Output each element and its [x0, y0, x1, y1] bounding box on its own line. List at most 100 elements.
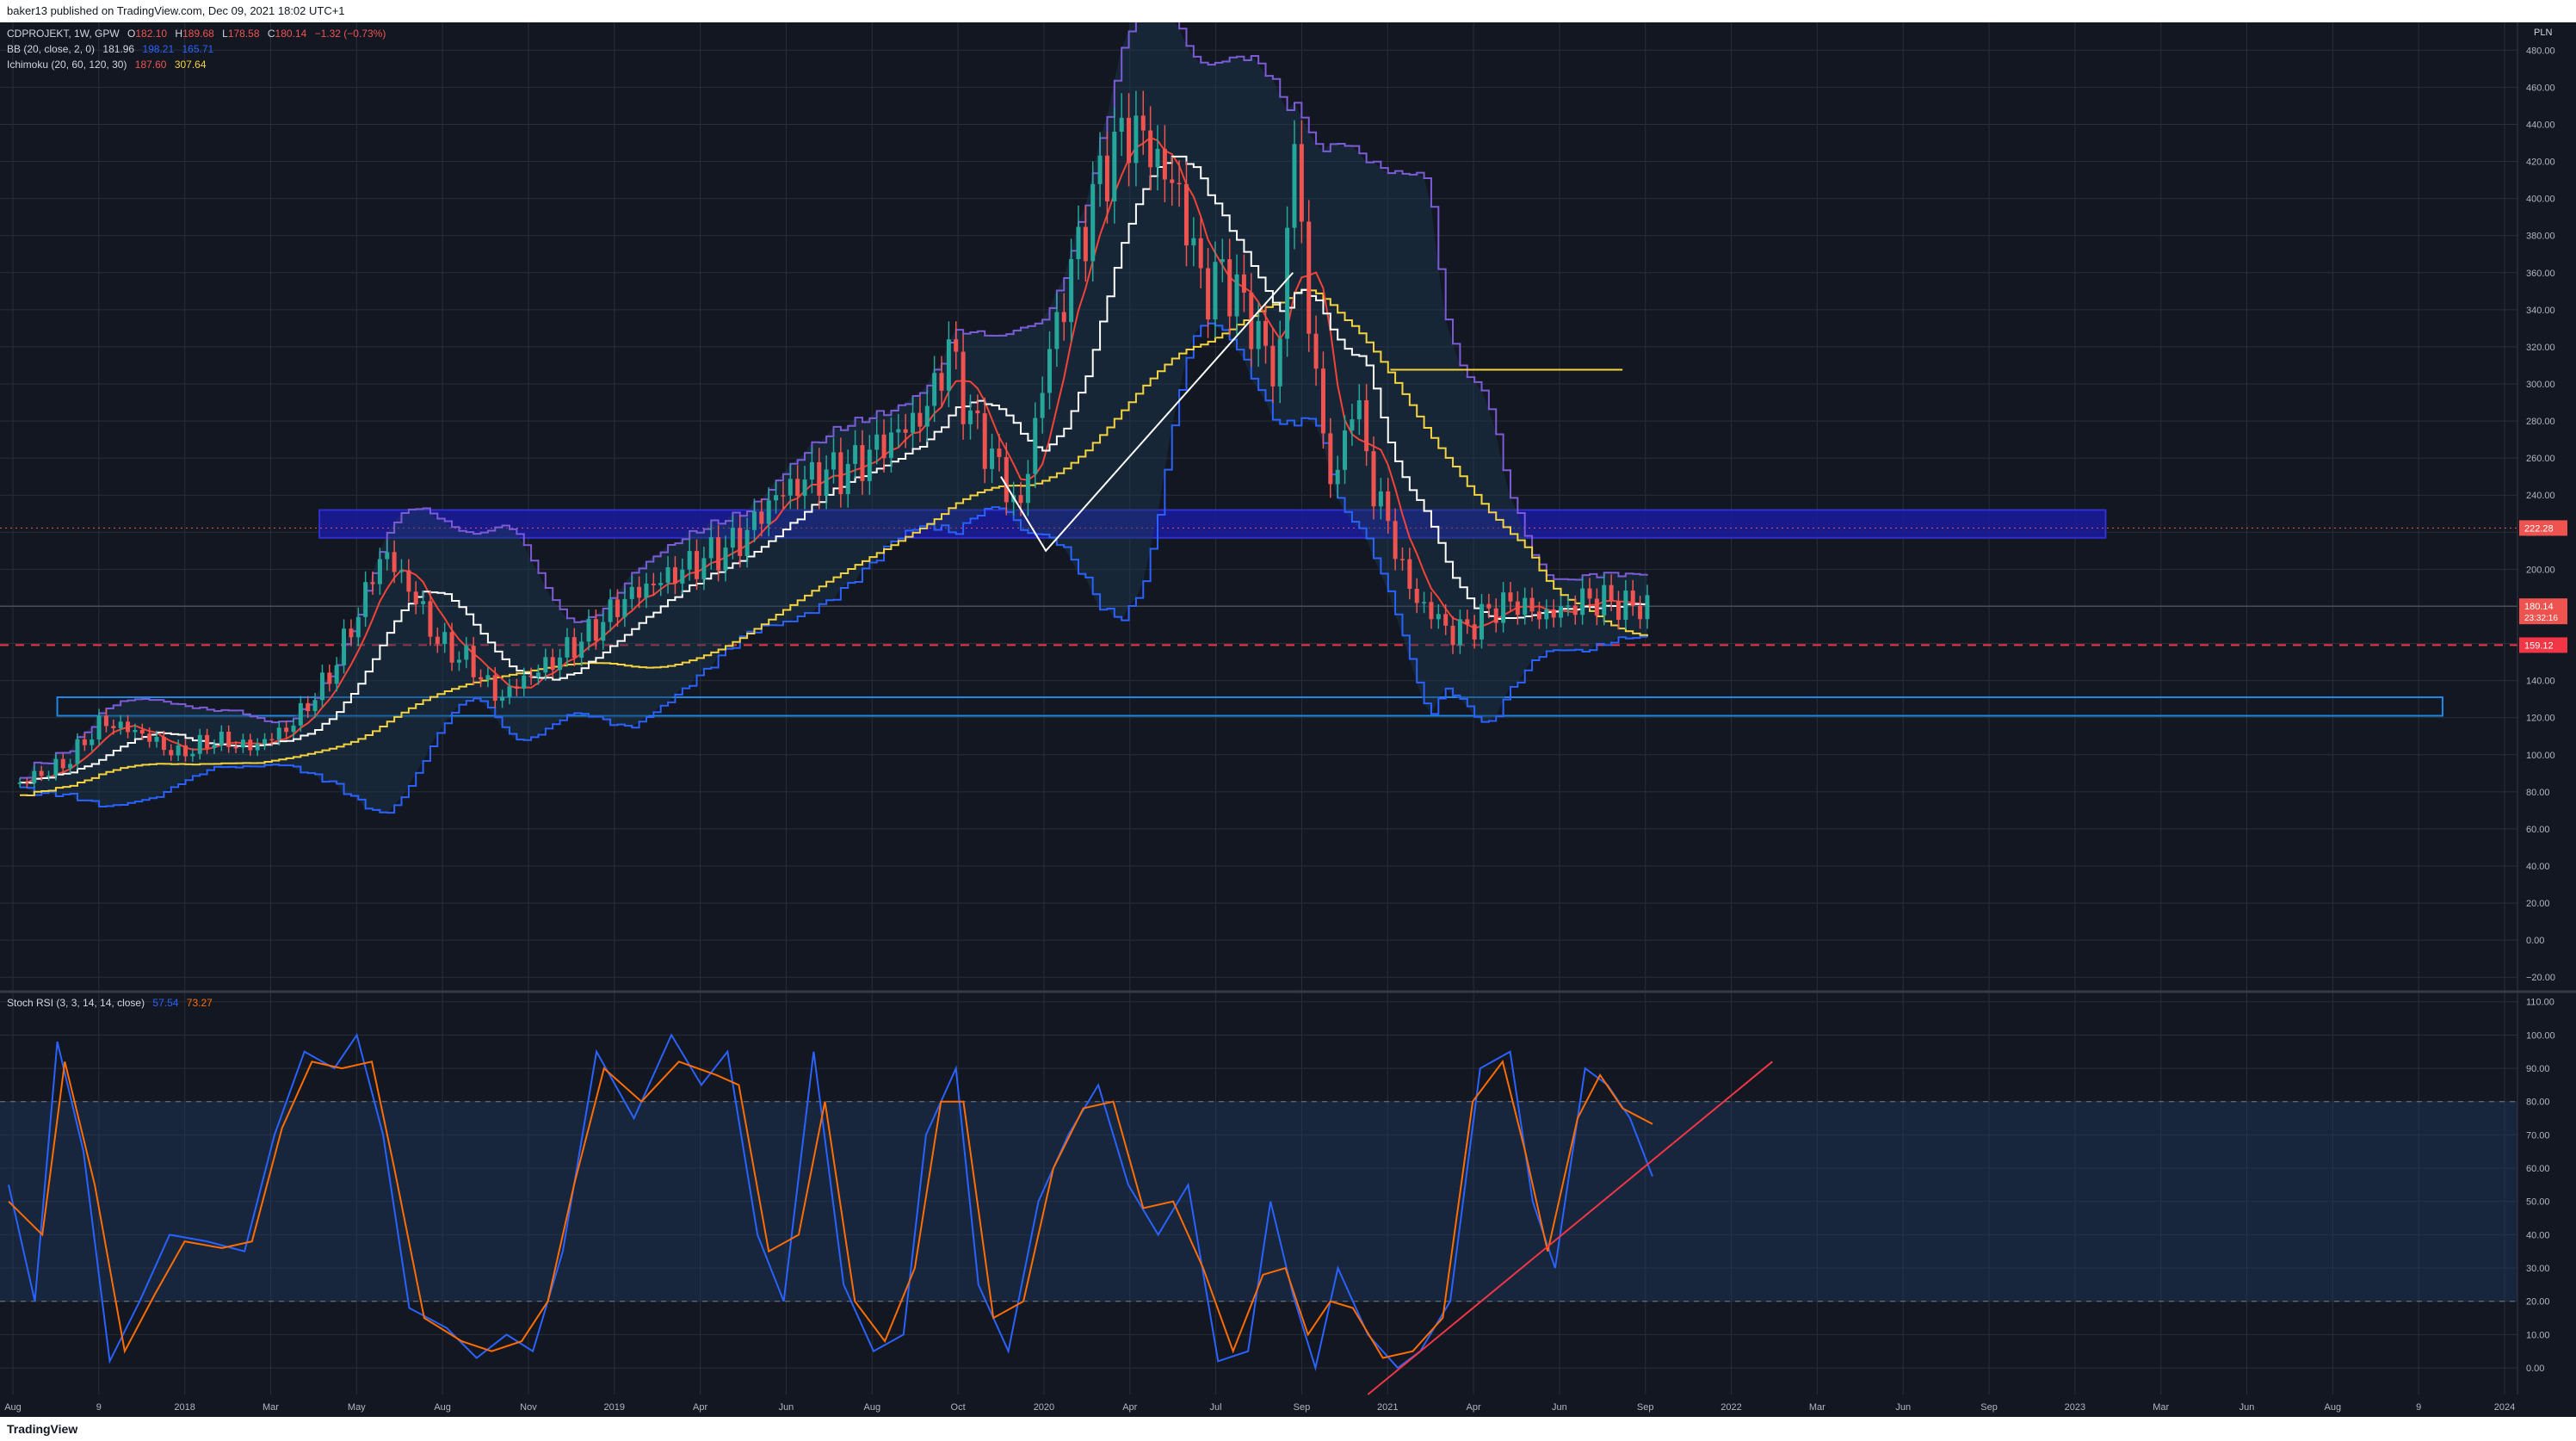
candle-body [456, 659, 461, 663]
candle-body [1234, 274, 1239, 317]
candle-body [421, 601, 426, 604]
candle-body [1335, 469, 1340, 485]
main-legend: CDPROJEKT, 1W, GPW O182.10 H189.68 L178.… [7, 28, 386, 40]
candle-body [176, 745, 181, 756]
price-label-top-bg [2519, 520, 2567, 536]
candle-body [1386, 491, 1391, 522]
candle-body [1399, 559, 1405, 560]
candle-body [522, 675, 527, 690]
time-tick-label: Jun [2239, 1402, 2255, 1413]
candle-body [939, 373, 944, 391]
candle-body [695, 551, 700, 579]
price-tick-label: 300.00 [2526, 380, 2555, 390]
price-axis: 480.00 460.00 440.00 420.00 400.00 380.00 360.… [2517, 22, 2567, 1395]
publisher-header: baker13 published on TradingView.com, De… [0, 0, 2576, 22]
drawings [1000, 272, 1623, 553]
candle-body [708, 537, 713, 559]
time-tick-label: 2021 [1377, 1402, 1398, 1413]
support-zone [56, 696, 2443, 717]
time-tick-label: Aug [863, 1402, 880, 1413]
candle-body [1623, 591, 1628, 621]
candle-body [212, 745, 217, 749]
candle-body [1343, 430, 1348, 470]
candle-body [1320, 368, 1325, 434]
candle-body [1559, 606, 1564, 618]
candle-body [867, 449, 872, 481]
candle-body [961, 351, 966, 424]
candle-body [312, 700, 318, 712]
candle-body [126, 721, 131, 733]
candle-body [1285, 227, 1290, 339]
candle-body [75, 739, 80, 764]
stoch-tick-label: 50.00 [2526, 1197, 2550, 1208]
candle-body [1198, 238, 1203, 269]
candle-body [608, 599, 613, 622]
candle-body [479, 677, 484, 680]
stoch-series-d [8, 1060, 1653, 1359]
stoch-tick-label: 30.00 [2526, 1264, 2550, 1274]
publisher-text: baker13 published on TradingView.com, De… [7, 4, 345, 17]
candle-body [385, 552, 390, 560]
candle-body [911, 412, 916, 433]
candle-body [665, 566, 670, 584]
candle-body [1162, 148, 1167, 180]
candle-body [1602, 584, 1607, 615]
candle-body [464, 646, 469, 660]
candle-body [759, 511, 764, 524]
candle-body [1465, 619, 1470, 625]
candle-body [334, 665, 339, 684]
candle-body [319, 672, 324, 701]
price-label-last-bg [2519, 598, 2567, 625]
candle-body [1054, 312, 1059, 349]
candle-body [154, 736, 159, 742]
candle-body [32, 770, 37, 783]
time-tick-label: 2018 [174, 1402, 195, 1413]
candle-body [990, 448, 995, 469]
price-tick-label: 420.00 [2526, 158, 2555, 168]
bb-lower-line [20, 322, 1648, 814]
candle-body [809, 461, 814, 480]
ichimoku-span-line [20, 289, 1648, 796]
resistance-zone [318, 509, 2107, 539]
candle-body [932, 373, 937, 406]
candle-body [1061, 312, 1066, 323]
time-tick-label: Mar [263, 1402, 279, 1413]
time-tick-label: Sep [1637, 1402, 1654, 1413]
candle-body [449, 632, 454, 663]
candle-body [1350, 419, 1355, 431]
candle-body [1134, 115, 1139, 164]
candle-body [1414, 589, 1419, 603]
candle-body [781, 495, 786, 497]
price-tick-label: 460.00 [2526, 83, 2555, 93]
candle-body [1472, 624, 1477, 640]
candle-body [571, 637, 577, 659]
price-label-dashed: 159.12 [2524, 640, 2554, 651]
candle-body [1170, 179, 1175, 183]
stoch-series-k [8, 1033, 1653, 1371]
candle-body [363, 582, 368, 617]
candle-body [1090, 183, 1096, 262]
time-tick-label: Apr [693, 1402, 707, 1413]
stoch-legend: Stoch RSI (3, 3, 14, 14, close) 57.54 73… [7, 997, 213, 1009]
candle-body [398, 570, 404, 572]
candle-body [622, 598, 627, 617]
candle-body [248, 739, 253, 751]
stoch-tick-label: 80.00 [2526, 1098, 2550, 1108]
l-label: L [222, 28, 228, 40]
candle-body [492, 675, 497, 702]
candle-body [896, 429, 901, 433]
candle-body [500, 696, 505, 702]
candle-body [1523, 597, 1528, 615]
candle-body [1270, 345, 1276, 387]
candle-body [651, 583, 656, 585]
candle-body [269, 739, 275, 741]
time-tick-label: Mar [2153, 1402, 2169, 1413]
candle-body [507, 686, 512, 697]
candle-body [1112, 131, 1117, 201]
time-tick-label: Jun [1552, 1402, 1567, 1413]
stoch-axis: 110.00 100.00 90.00 80.00 70.00 60.00 50.00 40.… [2526, 998, 2555, 1374]
candle-body [593, 619, 598, 641]
candle-body [924, 405, 930, 427]
